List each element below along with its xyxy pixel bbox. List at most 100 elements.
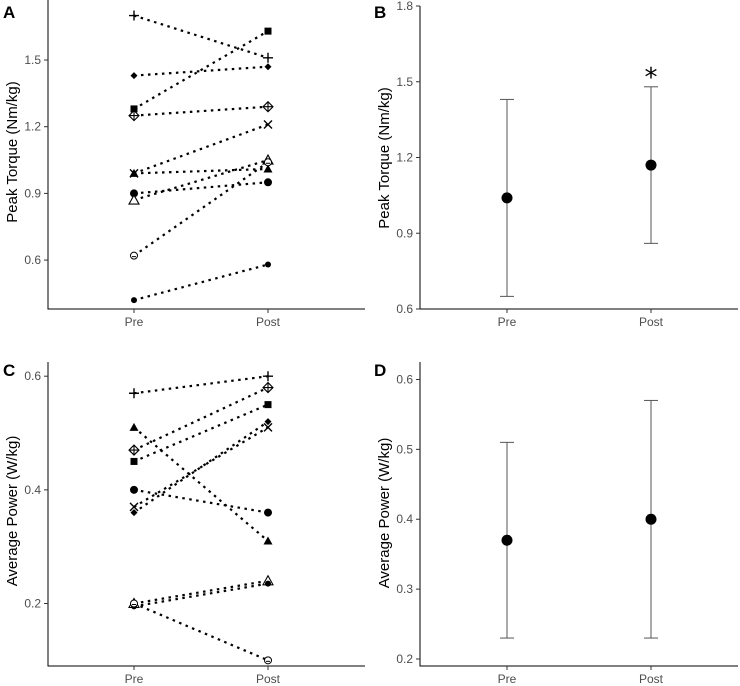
data-point-pre-glyph [130,189,138,198]
data-point-post-glyph [262,381,274,394]
data-point-post-glyph [263,422,273,432]
y-tick-label: 0.2 [24,596,41,610]
data-point-post-glyph [264,656,272,665]
panel-a-plot: 0.6 0.9 1.2 1.5 Pre Post [24,0,365,329]
y-tick-label: 0.5 [396,442,413,456]
data-point-pre-glyph [130,485,138,494]
y-tick-label: 1.2 [396,151,413,165]
panel-c-label: C [3,361,15,380]
data-point-pre-glyph [129,422,139,431]
mean-point [645,513,657,525]
data-point-pre-glyph [129,502,139,512]
y-tick-label: 0.6 [396,372,413,386]
x-tick-label: Pre [125,672,144,686]
mean-point [501,534,513,546]
data-point-pre [129,168,139,177]
data-point-pre-glyph [129,10,139,21]
series-line [133,105,269,117]
data-point-pre-glyph [130,72,138,80]
y-tick-label: 1.5 [24,53,41,67]
axes-line [419,6,738,310]
panel-d-label: D [374,361,386,380]
x-tick-label: Post [256,672,281,686]
data-point-post [263,119,273,129]
series-line [133,65,269,77]
y-tick-label: 0.2 [396,652,413,666]
panel-b: B Peak Torque (Nm/kg) 0.6 0.9 1.2 1.5 1.8 Pre… [374,0,738,329]
data-point-post [263,164,273,173]
data-point-pre-glyph [131,297,137,304]
series-line [133,403,269,463]
data-point-pre [131,297,137,304]
y-tick-label: 0.9 [396,226,413,240]
data-point-pre-glyph [128,193,140,205]
series-line [133,123,269,175]
data-point-post-glyph [263,119,273,129]
data-point-post [263,536,273,545]
series-line [133,30,269,110]
data-point-post-glyph [264,27,272,35]
data-point-post-glyph [265,580,271,587]
data-point-pre-glyph [128,444,140,456]
data-point-post-glyph [264,508,272,517]
y-tick-label: 0.9 [24,186,41,200]
series-line [133,375,269,395]
data-point-pre [129,422,139,431]
x-tick-label: Post [639,315,664,329]
data-point-post [264,656,272,665]
panel-c-plot: 0.2 0.4 0.6 Pre Post [24,362,365,686]
x-tick-label: Pre [498,672,517,686]
data-point-pre-glyph [128,109,140,122]
panel-b-ylabel: Peak Torque (Nm/kg) [376,87,393,228]
panel-c-ylabel: Average Power (W/kg) [4,436,21,587]
y-tick-label: 0.3 [396,582,413,596]
data-point-post-glyph [265,261,271,268]
x-tick-label: Post [639,672,664,686]
data-point-pre-glyph [130,105,138,113]
axes-line [419,362,738,667]
series-line [133,159,269,202]
data-point-post-glyph [263,52,273,63]
y-tick-label: 0.6 [24,369,41,383]
series-line [133,426,269,542]
x-tick-label: Pre [498,315,517,329]
y-tick-label: 0.4 [24,483,41,497]
panel-b-plot: 0.6 0.9 1.2 1.5 1.8 Pre Post * [396,0,738,329]
series-line [133,167,269,175]
y-tick-label: 1.5 [396,75,413,89]
series-line [133,420,269,514]
data-point-post [262,381,274,394]
series-line [133,488,269,514]
data-point-post [265,580,271,587]
data-point-pre [128,193,140,205]
data-point-post-glyph [263,371,273,382]
panel-b-label: B [374,3,386,22]
data-point-post-glyph [262,100,274,113]
series-line [133,602,269,662]
data-point-post-glyph [264,63,272,71]
data-point-pre [130,457,138,465]
data-point-post-glyph [263,164,273,173]
y-tick-label: 0.4 [396,512,413,526]
series-line [133,263,269,302]
data-point-pre [130,599,138,608]
data-point-post [263,52,273,63]
series-line [133,579,269,605]
axes-line [47,0,365,310]
y-tick-label: 1.2 [24,120,41,134]
data-point-post [264,63,272,71]
data-point-post-glyph [264,178,272,187]
data-point-pre-glyph [130,599,138,608]
series-line [133,386,269,452]
y-tick-label: 0.6 [396,302,413,316]
data-point-post [265,261,271,268]
data-point-pre [129,502,139,512]
data-point-post [264,27,272,35]
data-point-pre-glyph [130,251,138,260]
data-point-pre [130,251,138,260]
data-point-post [262,100,274,113]
data-point-post [264,178,272,187]
data-point-pre [130,72,138,80]
data-point-pre [130,105,138,113]
